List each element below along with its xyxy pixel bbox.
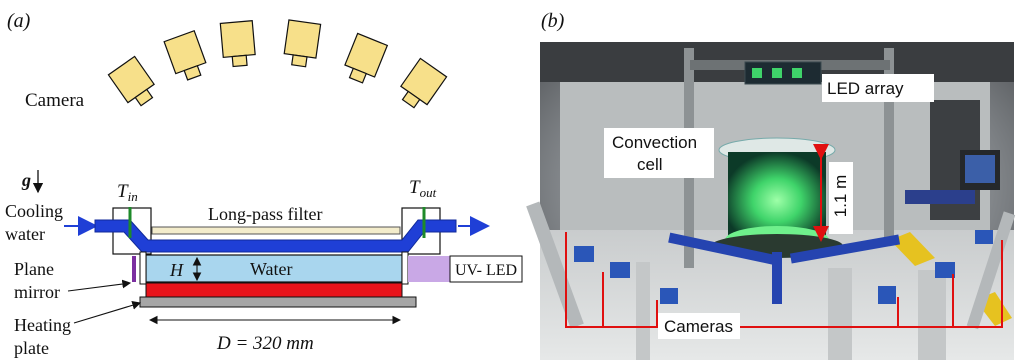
camera-link-left — [565, 232, 658, 328]
uv-led-label: UV- LED — [455, 262, 517, 279]
side-wall-right — [401, 251, 409, 285]
lab-photo — [526, 42, 1016, 360]
gravity-label: g — [21, 170, 31, 190]
convection-line1: Convection — [612, 133, 697, 152]
base-plate — [139, 296, 417, 308]
long-pass-filter — [151, 226, 401, 235]
camera-arc — [107, 19, 448, 109]
camera-icon — [400, 57, 448, 109]
water-label: Water — [250, 259, 293, 279]
diameter-label: D = 320 mm — [216, 333, 314, 354]
camera-icon — [344, 32, 389, 84]
cooling-water-line1: Cooling — [5, 201, 63, 221]
height-label: H — [169, 260, 184, 280]
water-layer — [145, 254, 403, 283]
cameras-label: Cameras — [664, 317, 733, 336]
convection-line2: cell — [637, 155, 663, 174]
convection-box — [604, 128, 714, 178]
heater-pointer — [73, 301, 142, 324]
uv-led-block — [408, 256, 450, 282]
heating-plate-line1: Heating — [14, 315, 71, 335]
plane-mirror — [132, 256, 136, 282]
height-box — [829, 162, 853, 234]
camera-link-right — [739, 240, 1003, 328]
heating-plate-line2: plate — [14, 338, 49, 358]
led-array-box — [822, 74, 934, 102]
cooling-water-line2: water — [5, 224, 45, 244]
side-wall-left — [139, 251, 147, 285]
mirror-pointer — [67, 279, 132, 292]
filter-label: Long-pass filter — [208, 204, 322, 224]
t-out-label: Tout — [409, 177, 437, 200]
camera-icon — [107, 55, 155, 107]
panel-a: (a) — [5, 10, 523, 358]
led-array-label: LED array — [827, 79, 904, 98]
cameras-box — [658, 313, 740, 339]
camera-icon — [163, 29, 207, 81]
panel-b-label: (b) — [541, 10, 565, 32]
camera-label: Camera — [25, 90, 85, 111]
height-value-label: 1.1 m — [831, 175, 850, 218]
cooling-channel — [94, 219, 457, 253]
heating-plate — [145, 282, 403, 298]
t-in-label: Tin — [117, 181, 138, 204]
panel-b: (b) — [526, 10, 1016, 360]
plane-mirror-line1: Plane — [14, 259, 54, 279]
camera-icon — [283, 19, 322, 68]
uv-led-box — [449, 255, 523, 283]
camera-icon — [219, 20, 256, 68]
plane-mirror-line2: mirror — [14, 282, 60, 302]
panel-a-label: (a) — [7, 10, 31, 32]
